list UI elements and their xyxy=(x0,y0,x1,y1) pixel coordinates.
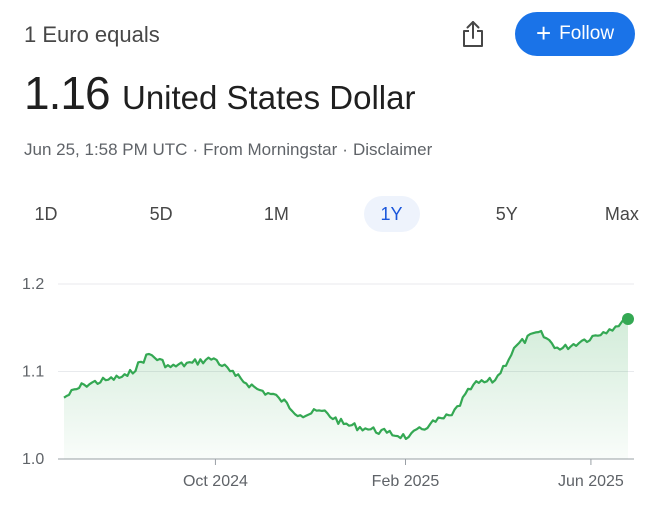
tab-range-5y[interactable]: 5Y xyxy=(479,196,535,232)
rate-value: 1.16 xyxy=(24,67,111,119)
x-tick-label: Feb 2025 xyxy=(372,473,440,490)
tab-label: 1D xyxy=(34,203,58,224)
series-area xyxy=(64,317,628,459)
timestamp: Jun 25, 1:58 PM UTC xyxy=(24,140,188,159)
share-icon xyxy=(463,21,483,47)
x-tick-label: Jun 2025 xyxy=(558,473,624,490)
current-value-dot xyxy=(622,313,634,325)
target-currency-name: United States Dollar xyxy=(121,79,416,116)
plus-icon: + xyxy=(535,18,552,48)
y-tick-label: 1.1 xyxy=(22,364,44,381)
tab-range-max[interactable]: Max xyxy=(594,196,650,232)
tab-label: Max xyxy=(604,203,639,224)
time-range-tabs: 1D 5D 1M 1Y 5Y Max xyxy=(18,196,650,232)
follow-label: Follow xyxy=(559,23,615,44)
rate-meta: Jun 25, 1:58 PM UTC · From Morningstar · Dis… xyxy=(24,140,432,160)
tab-label: 1M xyxy=(263,203,289,224)
y-tick-label: 1.2 xyxy=(22,276,44,293)
share-button[interactable] xyxy=(454,14,492,54)
tab-range-1m[interactable]: 1M xyxy=(248,196,304,232)
tab-range-1d[interactable]: 1D xyxy=(18,196,74,232)
disclaimer-link[interactable]: Disclaimer xyxy=(352,140,433,159)
exchange-rate: 1.16 United States Dollar xyxy=(24,66,415,120)
separator-dot: · xyxy=(342,140,348,159)
conversion-base-text: 1 Euro equals xyxy=(24,22,160,47)
y-tick-label: 1.0 xyxy=(22,451,44,468)
exchange-rate-chart[interactable]: 1.0 1.1 1.2 Oct 2024 Feb 2025 Jun 2025 xyxy=(0,262,660,502)
tab-label: 1Y xyxy=(380,203,403,224)
x-tick-label: Oct 2024 xyxy=(183,473,248,490)
tab-label: 5Y xyxy=(495,203,518,224)
tab-range-5d[interactable]: 5D xyxy=(133,196,189,232)
source-link[interactable]: From Morningstar xyxy=(203,140,338,159)
tab-label: 5D xyxy=(149,203,173,224)
separator-dot: · xyxy=(192,140,199,159)
follow-button[interactable]: + Follow xyxy=(515,12,635,56)
series-line xyxy=(63,316,629,440)
tab-range-1y[interactable]: 1Y xyxy=(363,196,420,232)
